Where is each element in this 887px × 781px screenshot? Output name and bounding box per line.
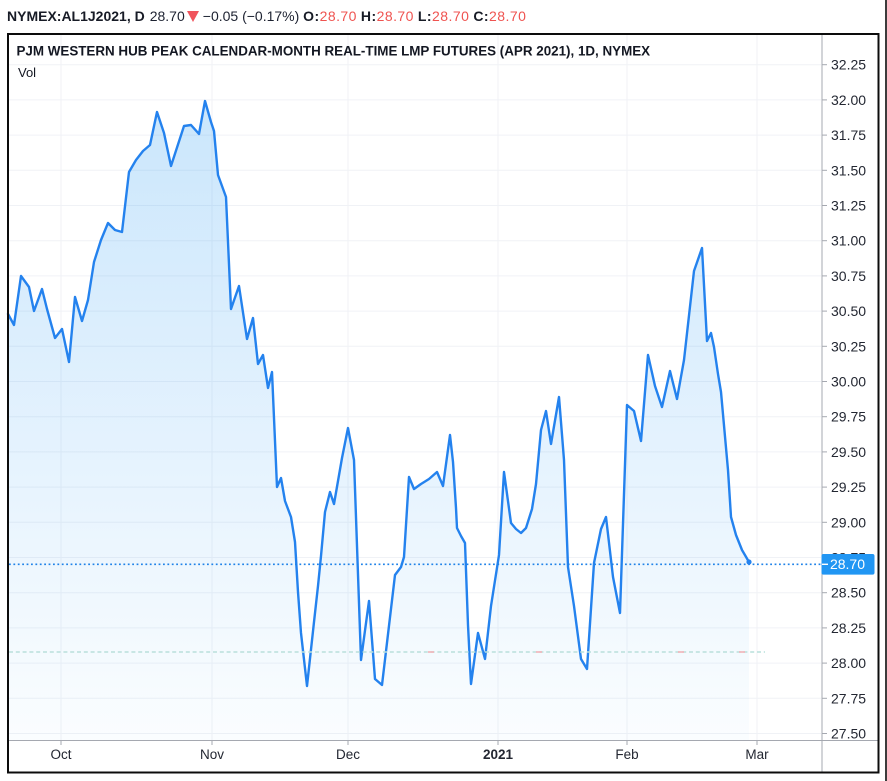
- svg-text:Vol: Vol: [18, 65, 36, 80]
- svg-text:31.25: 31.25: [831, 198, 866, 214]
- svg-text:Dec: Dec: [336, 747, 360, 762]
- svg-text:29.50: 29.50: [831, 444, 866, 460]
- svg-text:28.25: 28.25: [831, 620, 866, 636]
- svg-text:28.70: 28.70: [830, 556, 865, 572]
- svg-text:31.75: 31.75: [831, 127, 866, 143]
- svg-text:Feb: Feb: [615, 747, 638, 762]
- svg-text:28.50: 28.50: [831, 585, 866, 601]
- svg-text:28.00: 28.00: [831, 655, 866, 671]
- svg-text:PJM WESTERN HUB PEAK CALENDAR-: PJM WESTERN HUB PEAK CALENDAR-MONTH REAL…: [17, 44, 651, 59]
- svg-text:30.50: 30.50: [831, 303, 866, 319]
- svg-text:Mar: Mar: [745, 747, 769, 762]
- svg-text:29.00: 29.00: [831, 514, 866, 530]
- svg-text:32.00: 32.00: [831, 92, 866, 108]
- svg-text:32.25: 32.25: [831, 57, 866, 73]
- svg-text:27.50: 27.50: [831, 726, 866, 742]
- svg-text:30.00: 30.00: [831, 374, 866, 390]
- svg-text:2021: 2021: [483, 747, 514, 762]
- svg-text:29.75: 29.75: [831, 409, 866, 425]
- svg-text:Nov: Nov: [200, 747, 224, 762]
- svg-text:27.75: 27.75: [831, 690, 866, 706]
- svg-text:30.75: 30.75: [831, 268, 866, 284]
- svg-text:30.25: 30.25: [831, 338, 866, 354]
- svg-text:Oct: Oct: [50, 747, 71, 762]
- svg-text:31.50: 31.50: [831, 162, 866, 178]
- svg-text:31.00: 31.00: [831, 233, 866, 249]
- svg-text:29.25: 29.25: [831, 479, 866, 495]
